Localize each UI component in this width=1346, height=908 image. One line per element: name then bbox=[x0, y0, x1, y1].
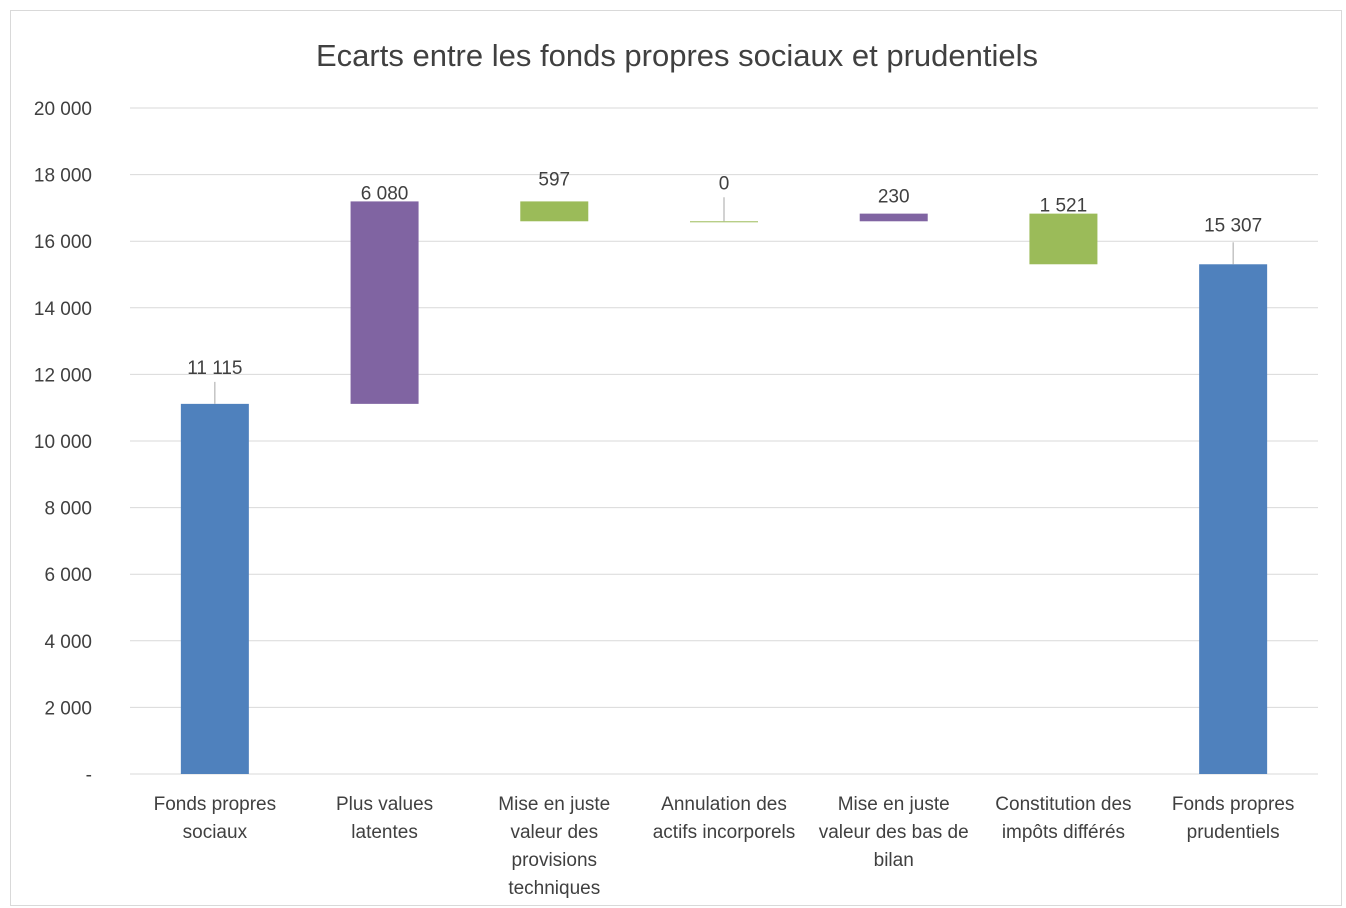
x-tick-label: provisions bbox=[512, 850, 598, 871]
y-tick-label: 6 000 bbox=[44, 565, 92, 586]
data-label: 0 bbox=[719, 173, 730, 194]
x-tick-label: Plus values bbox=[336, 794, 433, 815]
data-label: 230 bbox=[878, 187, 910, 208]
y-tick-label: 18 000 bbox=[34, 166, 92, 187]
data-label: 6 080 bbox=[361, 183, 409, 204]
x-tick-label: techniques bbox=[508, 878, 600, 899]
y-tick-label: 4 000 bbox=[44, 632, 92, 653]
bars bbox=[180, 201, 1268, 774]
chart-title: Ecarts entre les fonds propres sociaux e… bbox=[316, 38, 1038, 73]
bar bbox=[350, 201, 419, 404]
y-tick-label: 2 000 bbox=[44, 698, 92, 719]
x-tick-label: prudentiels bbox=[1187, 822, 1280, 843]
y-tick-label: - bbox=[86, 765, 92, 786]
x-tick-label: Fonds propres bbox=[154, 794, 277, 815]
y-tick-label: 12 000 bbox=[34, 365, 92, 386]
y-tick-label: 8 000 bbox=[44, 499, 92, 520]
x-tick-label: latentes bbox=[351, 822, 418, 843]
x-tick-label: bilan bbox=[874, 850, 914, 871]
x-tick-label: Annulation des bbox=[661, 794, 787, 815]
y-axis: - 2 000 4 000 6 000 8 000 10 000 12 000 14 000 1… bbox=[34, 99, 92, 786]
x-tick-label: Mise en juste bbox=[498, 794, 610, 815]
gridlines bbox=[130, 107, 1318, 775]
data-label: 11 115 bbox=[187, 358, 242, 379]
x-tick-label: impôts différés bbox=[1002, 822, 1125, 843]
x-tick-label: sociaux bbox=[183, 822, 248, 843]
data-labels: 11 115 6 080 597 0 230 1 521 15 307 bbox=[187, 169, 1262, 404]
x-tick-label: actifs incorporels bbox=[653, 822, 796, 843]
data-label: 1 521 bbox=[1040, 196, 1088, 217]
x-tick-label: Constitution des bbox=[995, 794, 1131, 815]
bar bbox=[180, 403, 249, 774]
x-tick-label: Fonds propres bbox=[1172, 794, 1295, 815]
y-tick-label: 16 000 bbox=[34, 232, 92, 253]
data-label: 597 bbox=[538, 169, 570, 190]
x-axis: Fonds propres sociaux Plus values latentes M… bbox=[154, 794, 1295, 899]
data-label: 15 307 bbox=[1204, 215, 1262, 236]
x-tick-label: valeur des bas de bbox=[819, 822, 969, 843]
bar bbox=[520, 201, 589, 222]
bar bbox=[859, 213, 928, 222]
bar bbox=[690, 221, 758, 223]
bar bbox=[1199, 264, 1268, 774]
x-tick-label: Mise en juste bbox=[838, 794, 950, 815]
x-tick-label: valeur des bbox=[510, 822, 598, 843]
y-tick-label: 20 000 bbox=[34, 99, 92, 120]
y-tick-label: 14 000 bbox=[34, 299, 92, 320]
bar bbox=[1029, 213, 1098, 265]
y-tick-label: 10 000 bbox=[34, 432, 92, 453]
